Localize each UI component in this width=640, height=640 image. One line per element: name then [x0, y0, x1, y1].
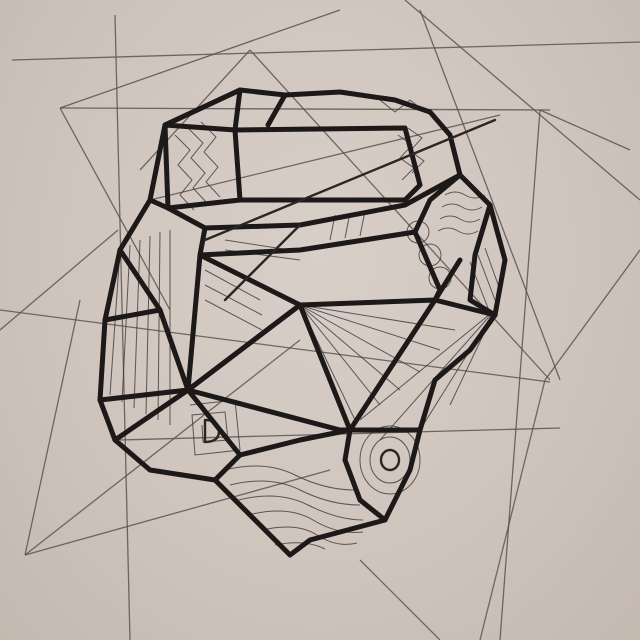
guideline: [59, 107, 551, 111]
zigzag-line: [187, 127, 208, 204]
hatch-line: [204, 284, 263, 316]
top-cube-front: [162, 122, 243, 211]
wavy-line: [437, 227, 479, 235]
guideline: [24, 299, 81, 556]
hatch-line: [121, 244, 131, 403]
zigzag-line: [200, 121, 221, 198]
guideline: [0, 229, 119, 331]
circle-ring: [359, 425, 421, 495]
guideline: [114, 14, 131, 640]
fan-line: [299, 304, 421, 373]
guideline: [249, 49, 551, 381]
bottom-right-facet: [342, 427, 423, 523]
circle-ring: [369, 436, 411, 484]
guideline: [59, 9, 341, 109]
hatch-line: [204, 299, 263, 331]
hatch-line: [133, 239, 141, 409]
hatch-cube-side: [174, 121, 221, 211]
outer-silhouette: [97, 87, 508, 558]
hatch-line: [145, 235, 151, 415]
hatch-top-right: [379, 99, 426, 181]
top-edge: [162, 87, 288, 133]
wavy-line: [439, 215, 481, 223]
contour-line: [237, 495, 364, 521]
zigzag-line: [174, 134, 195, 211]
hatch-line: [109, 249, 121, 396]
guideline: [499, 109, 541, 640]
lower-facet: [112, 387, 353, 483]
wavy-line: [441, 203, 483, 211]
rock-outline: [97, 87, 508, 558]
diagonal-stroke: [203, 118, 497, 242]
fan-line: [299, 304, 441, 351]
guideline: [539, 109, 631, 151]
guideline: [11, 41, 640, 61]
top-cube-face: [232, 125, 423, 203]
facet-right-column: [412, 172, 498, 318]
hatch-mid-left: [204, 210, 366, 331]
fan-line: [299, 304, 381, 406]
concentric-circles-doodle: [359, 425, 421, 495]
facet-center: [185, 257, 463, 433]
contour-line: [224, 465, 356, 491]
guideline: [544, 249, 640, 381]
contour-line: [229, 480, 361, 506]
guideline: [479, 379, 546, 640]
hatch-line: [477, 254, 496, 301]
guideline: [359, 559, 441, 640]
hatch-line: [484, 247, 501, 291]
hatch-right-fan: [359, 309, 496, 441]
band-lower-edge: [197, 229, 418, 258]
fan-line: [359, 309, 496, 421]
hatch-line: [157, 231, 161, 421]
facet-left-triangle: [185, 252, 303, 393]
guideline: [24, 339, 301, 556]
fan-line: [299, 304, 456, 331]
lower-left-edge: [97, 197, 191, 403]
hatch-left-panel: [109, 230, 171, 425]
band-left-edge: [197, 225, 208, 258]
guideline: [24, 469, 331, 556]
diagonal-stroke: [223, 223, 302, 302]
contour-line: [261, 526, 358, 545]
guideline: [404, 0, 640, 201]
guideline: [59, 107, 171, 311]
hatch-line: [204, 269, 261, 301]
hatch-line: [224, 239, 291, 251]
guideline: [419, 9, 561, 381]
guideline: [0, 309, 551, 383]
circle-ring: [379, 448, 401, 472]
